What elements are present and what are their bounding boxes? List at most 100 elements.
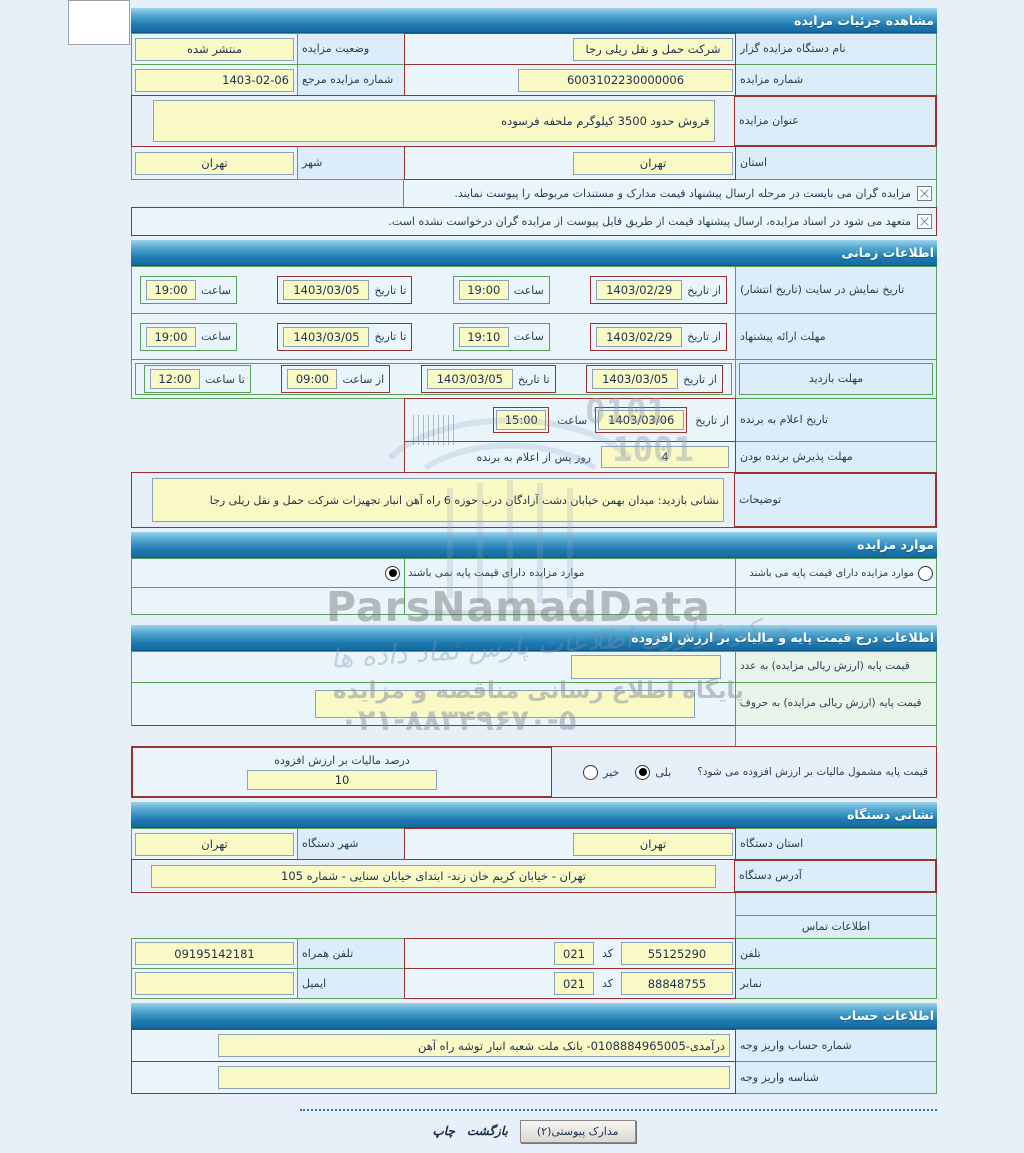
row-title: عنوان مزایده فروش حدود 3500 کیلوگرم ملحف… (131, 95, 937, 147)
description-input[interactable]: نشانی بازدید: میدان بهمن خیابان دشت آزاد… (152, 478, 724, 522)
overlay-box (68, 0, 130, 45)
hour-label: ساعت (513, 283, 544, 297)
row-note1: مزایده گران می بایست در مرحله ارسال پیشن… (131, 179, 937, 208)
base-price-number-input[interactable] (571, 655, 721, 679)
items-empty-cell-1 (735, 587, 937, 615)
items-section-title: موارد مزایده (857, 537, 934, 552)
publish-to-date-input[interactable]: 1403/03/05 (283, 280, 370, 300)
ref-number-input[interactable]: 1403-02-06 (135, 68, 294, 92)
accept-filler (131, 441, 405, 473)
city-label-cell: شهر (297, 146, 405, 180)
mobile-input[interactable]: 09195142181 (135, 942, 294, 965)
province-value-cell: تهران (404, 146, 736, 180)
phone-label: تلفن (740, 946, 761, 960)
base-words-value-cell (131, 682, 736, 726)
status-input[interactable]: منتشر شده (135, 37, 294, 61)
row-fax: نمابر 88848755 کد 021 ایمیل (131, 968, 937, 999)
title-label: عنوان مزایده (739, 114, 799, 128)
visit-from-hour-group: از ساعت 09:00 (281, 365, 391, 393)
city-value-cell: تهران (131, 146, 298, 180)
announce-label-cell: تاریخ اعلام به برنده (735, 398, 937, 442)
option-no-base-text-cell: موارد مزایده دارای قیمت پایه نمی باشند (404, 558, 736, 588)
status-value-cell: منتشر شده (131, 33, 298, 65)
visit-to-date-input[interactable]: 1403/03/05 (426, 369, 513, 389)
from-date-label: از تاریخ (695, 413, 729, 427)
fax-input[interactable]: 88848755 (621, 972, 733, 995)
visit-to-hour-group: تا ساعت 12:00 (144, 365, 251, 393)
row-items-empty (131, 587, 937, 615)
account-value-cell: درآمدی-0108884965005- بانک ملت شعبه انبا… (131, 1029, 736, 1062)
back-link[interactable]: بازگشت (466, 1124, 508, 1138)
publish-to-time-input[interactable]: 19:00 (146, 280, 197, 300)
phone-code-input[interactable]: 021 (553, 942, 594, 965)
hour-label: ساعت (201, 330, 231, 343)
device-city-value-cell: تهران (131, 828, 298, 860)
from-date-label: از تاریخ (683, 372, 717, 386)
base-number-value-cell (131, 651, 736, 683)
base-price-words-input[interactable] (315, 690, 695, 718)
row-description: توضیحات نشانی بازدید: میدان بهمن خیابان … (131, 472, 937, 528)
visit-to-time-input[interactable]: 12:00 (150, 369, 200, 389)
account-table: شماره حساب واریز وجه درآمدی-010888496500… (131, 1029, 937, 1094)
account-number-input[interactable]: درآمدی-0108884965005- بانک ملت شعبه انبا… (218, 1034, 730, 1057)
phone-input[interactable]: 55125290 (621, 942, 733, 965)
timing-table: تاریخ نمایش در سایت (تاریخ انتشار) از تا… (131, 266, 937, 528)
items-empty-cell-2 (404, 587, 736, 615)
hour-label: ساعت (201, 283, 231, 297)
offer-label-cell: مهلت ارائه پیشنهاد (735, 313, 937, 360)
row-visit-deadline: مهلت بازدید از تاریخ 1403/03/05 تا تاریخ… (131, 359, 937, 399)
radio-has-base-price[interactable] (918, 565, 933, 581)
email-input[interactable] (135, 972, 294, 995)
province-label: استان (740, 156, 768, 170)
fax-code-input[interactable]: 021 (553, 972, 594, 995)
row-contact-spacer (131, 892, 937, 916)
print-link[interactable]: چاپ (432, 1124, 455, 1138)
from-date-label: از تاریخ (687, 330, 721, 343)
device-address-input[interactable]: تهران - خیابان کریم خان زند- ابتدای خیاب… (151, 864, 716, 888)
publish-from-date-input[interactable]: 1403/02/29 (596, 280, 683, 300)
offer-from-time-input[interactable]: 19:10 (458, 326, 509, 347)
publish-from-time-input[interactable]: 19:00 (458, 280, 509, 300)
publish-fields-cell: از تاریخ 1403/02/29 ساعت 19:00 تا تاریخ … (131, 266, 736, 314)
agency-label-cell: نام دستگاه مزایده گزار (735, 33, 937, 65)
device-province-input[interactable]: تهران (573, 832, 733, 856)
announce-time-input[interactable]: 15:00 (496, 410, 547, 430)
announce-date-input[interactable]: 1403/03/06 (598, 410, 685, 430)
vat-percent-input[interactable]: 10 (247, 770, 437, 790)
base-number-label: قیمت پایه (ارزش ریالی مزایده) به عدد (740, 660, 910, 673)
visit-from-date-input[interactable]: 1403/03/05 (592, 369, 679, 389)
radio-vat-no[interactable] (583, 764, 599, 780)
visit-label-inner: مهلت بازدید (739, 363, 933, 395)
account-label: شماره حساب واریز وجه (740, 1038, 852, 1052)
auction-title-input[interactable]: فروش حدود 3500 کیلوگرم ملحفه فرسوده (152, 100, 715, 142)
device-city-input[interactable]: تهران (135, 832, 294, 856)
payment-id-input[interactable] (218, 1066, 730, 1089)
device-city-label: شهر دستگاه (302, 837, 359, 851)
row-winner-accept: مهلت پذیرش برنده بودن 4 روز پس از اعلام … (131, 441, 937, 473)
agency-input[interactable]: شرکت حمل و نقل ریلی رجا (573, 37, 733, 61)
to-date-label: تا تاریخ (374, 330, 407, 343)
offer-to-time-input[interactable]: 19:00 (146, 326, 197, 347)
address-section-header: نشانی دستگاه (131, 802, 937, 828)
agency-value-cell: شرکت حمل و نقل ریلی رجا (404, 33, 736, 65)
province-input[interactable]: تهران (573, 151, 733, 175)
radio-vat-yes[interactable] (635, 764, 651, 780)
note1-text: مزایده گران می بایست در مرحله ارسال پیشن… (454, 187, 911, 200)
items-empty-cell-3 (131, 587, 405, 615)
offer-from-date-input[interactable]: 1403/02/29 (596, 326, 683, 347)
device-address-label-cell: آدرس دستگاه (734, 860, 936, 892)
visit-from-time-input[interactable]: 09:00 (287, 369, 338, 389)
accept-days-input[interactable]: 4 (601, 446, 729, 468)
note2-checkbox[interactable] (917, 214, 932, 229)
note1-checkbox[interactable] (917, 186, 932, 201)
auction-number-input[interactable]: 6003102230000006 (518, 68, 733, 92)
number-label: شماره مزایده (740, 73, 804, 87)
offer-to-date-input[interactable]: 1403/03/05 (283, 326, 370, 347)
row-winner-announce: تاریخ اعلام به برنده از تاریخ 1403/03/06… (131, 398, 937, 442)
agency-label: نام دستگاه مزایده گزار (740, 42, 846, 56)
city-input[interactable]: تهران (135, 151, 294, 175)
mobile-value-cell: 09195142181 (131, 938, 298, 969)
ref-label-cell: شماره مزایده مرجع (297, 64, 405, 96)
attachments-button[interactable]: مدارک پیوستی(۲) (519, 1119, 636, 1143)
radio-no-base-price[interactable] (385, 565, 400, 581)
